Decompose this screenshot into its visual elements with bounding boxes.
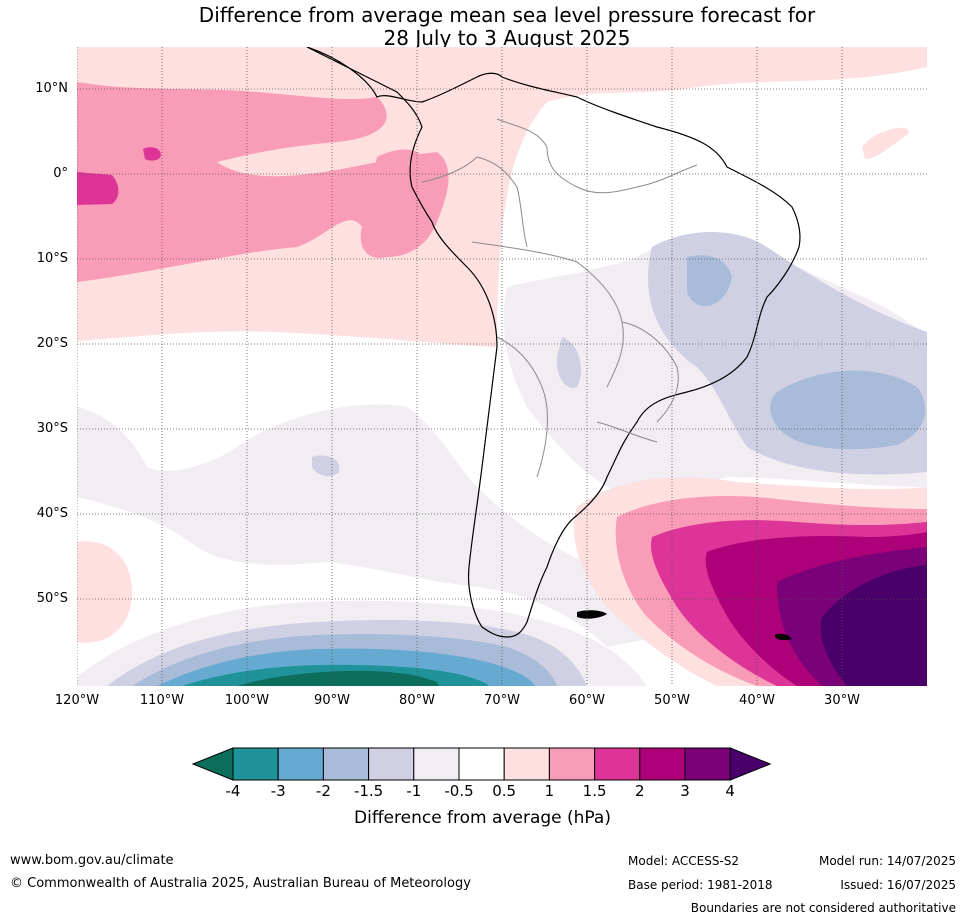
lat-label-30s: 30°S — [36, 421, 68, 436]
anomaly-band-neg1-andes — [556, 337, 582, 388]
south-georgia — [775, 633, 792, 641]
colorbar-tick-label: 3 — [680, 782, 690, 800]
anomaly-band-0.5-west — [77, 541, 132, 643]
colorbar-extend-low — [191, 747, 234, 781]
colorbar-segment — [458, 747, 505, 781]
colorbar-segment — [503, 747, 550, 781]
colorbar-extend-high — [729, 747, 772, 781]
anomaly-band-neg1-spot — [312, 455, 340, 477]
colorbar-tick-label: 4 — [725, 782, 735, 800]
lon-label-70w: 70°W — [484, 693, 520, 708]
colorbar-tick-label: 0.5 — [492, 782, 517, 800]
lat-label-50s: 50°S — [36, 591, 68, 606]
pressure-anomaly-map — [77, 47, 927, 686]
lon-label-30w: 30°W — [824, 693, 860, 708]
colorbar-tick-label: -0.5 — [444, 782, 474, 800]
colorbar — [191, 747, 772, 781]
colorbar-title: Difference from average (hPa) — [354, 808, 611, 828]
lat-label-10s: 10°S — [36, 251, 68, 266]
colorbar-tick-label: -4 — [225, 782, 241, 800]
lon-label-100w: 100°W — [224, 693, 270, 708]
colorbar-tick-label: 1.5 — [582, 782, 607, 800]
lon-label-60w: 60°W — [569, 693, 605, 708]
anomaly-band-neg1.5-inland — [687, 255, 732, 307]
colorbar-segment — [232, 747, 279, 781]
lon-label-90w: 90°W — [314, 693, 350, 708]
colorbar-segment — [639, 747, 686, 781]
map-gridlines — [77, 47, 927, 686]
south-america-coastline — [306, 47, 801, 638]
lat-label-20s: 20°S — [36, 336, 68, 351]
footer-model: Model: ACCESS-S2 — [628, 854, 740, 868]
title-line-1: Difference from average mean sea level p… — [198, 3, 816, 27]
colorbar-tick-label: 1 — [544, 782, 555, 800]
lon-label-110w: 110°W — [139, 693, 185, 708]
lon-label-80w: 80°W — [399, 693, 435, 708]
colorbar-segment — [277, 747, 324, 781]
lon-label-120w: 120°W — [54, 693, 100, 708]
lon-label-40w: 40°W — [739, 693, 775, 708]
colorbar-segment — [322, 747, 370, 781]
anomaly-band-1-ecuador — [402, 191, 431, 232]
anomaly-band-1.5-spot — [143, 147, 161, 161]
country-borders — [421, 118, 698, 478]
footer-issued: Issued: 16/07/2025 — [840, 878, 956, 892]
footer-website[interactable]: www.bom.gov.au/climate — [10, 853, 174, 868]
lat-label-40s: 40°S — [36, 506, 68, 521]
lat-label-10n: 10°N — [35, 81, 68, 96]
colorbar-tick-label: -3 — [270, 782, 286, 800]
colorbar-segment — [684, 747, 731, 781]
anomaly-band-0.5-east — [862, 127, 909, 159]
anomaly-band-neg4-south — [237, 670, 439, 686]
colorbar-segment — [594, 747, 641, 781]
colorbar-segment — [368, 747, 415, 781]
title-line-2: 28 July to 3 August 2025 — [383, 26, 631, 50]
colorbar-segment — [413, 747, 460, 781]
footer-copyright: © Commonwealth of Australia 2025, Austra… — [10, 876, 471, 891]
falkland-islands — [577, 610, 607, 619]
colorbar-tick-label: 2 — [635, 782, 645, 800]
anomaly-band-1.5-west — [77, 172, 119, 205]
colorbar-tick-label: -1 — [406, 782, 422, 800]
lat-label-0: 0° — [53, 166, 68, 181]
anomaly-band-1-north — [77, 82, 449, 282]
colorbar-tick-label: -1.5 — [353, 782, 384, 800]
footer-model-run: Model run: 14/07/2025 — [818, 854, 956, 868]
map-canvas — [77, 47, 927, 686]
footer-base-period: Base period: 1981-2018 — [628, 878, 773, 892]
anomaly-band-neg1.5-atlantic — [770, 370, 926, 450]
anomaly-band-neg0.5-pacific — [77, 404, 657, 647]
colorbar-tick-label: -2 — [315, 782, 331, 800]
lon-label-50w: 50°W — [654, 693, 690, 708]
anomaly-band-4-southatl — [820, 565, 927, 686]
footer-disclaimer: Boundaries are not considered authoritat… — [690, 901, 956, 915]
colorbar-segment — [548, 747, 596, 781]
map-title: Difference from average mean sea level p… — [0, 4, 965, 50]
